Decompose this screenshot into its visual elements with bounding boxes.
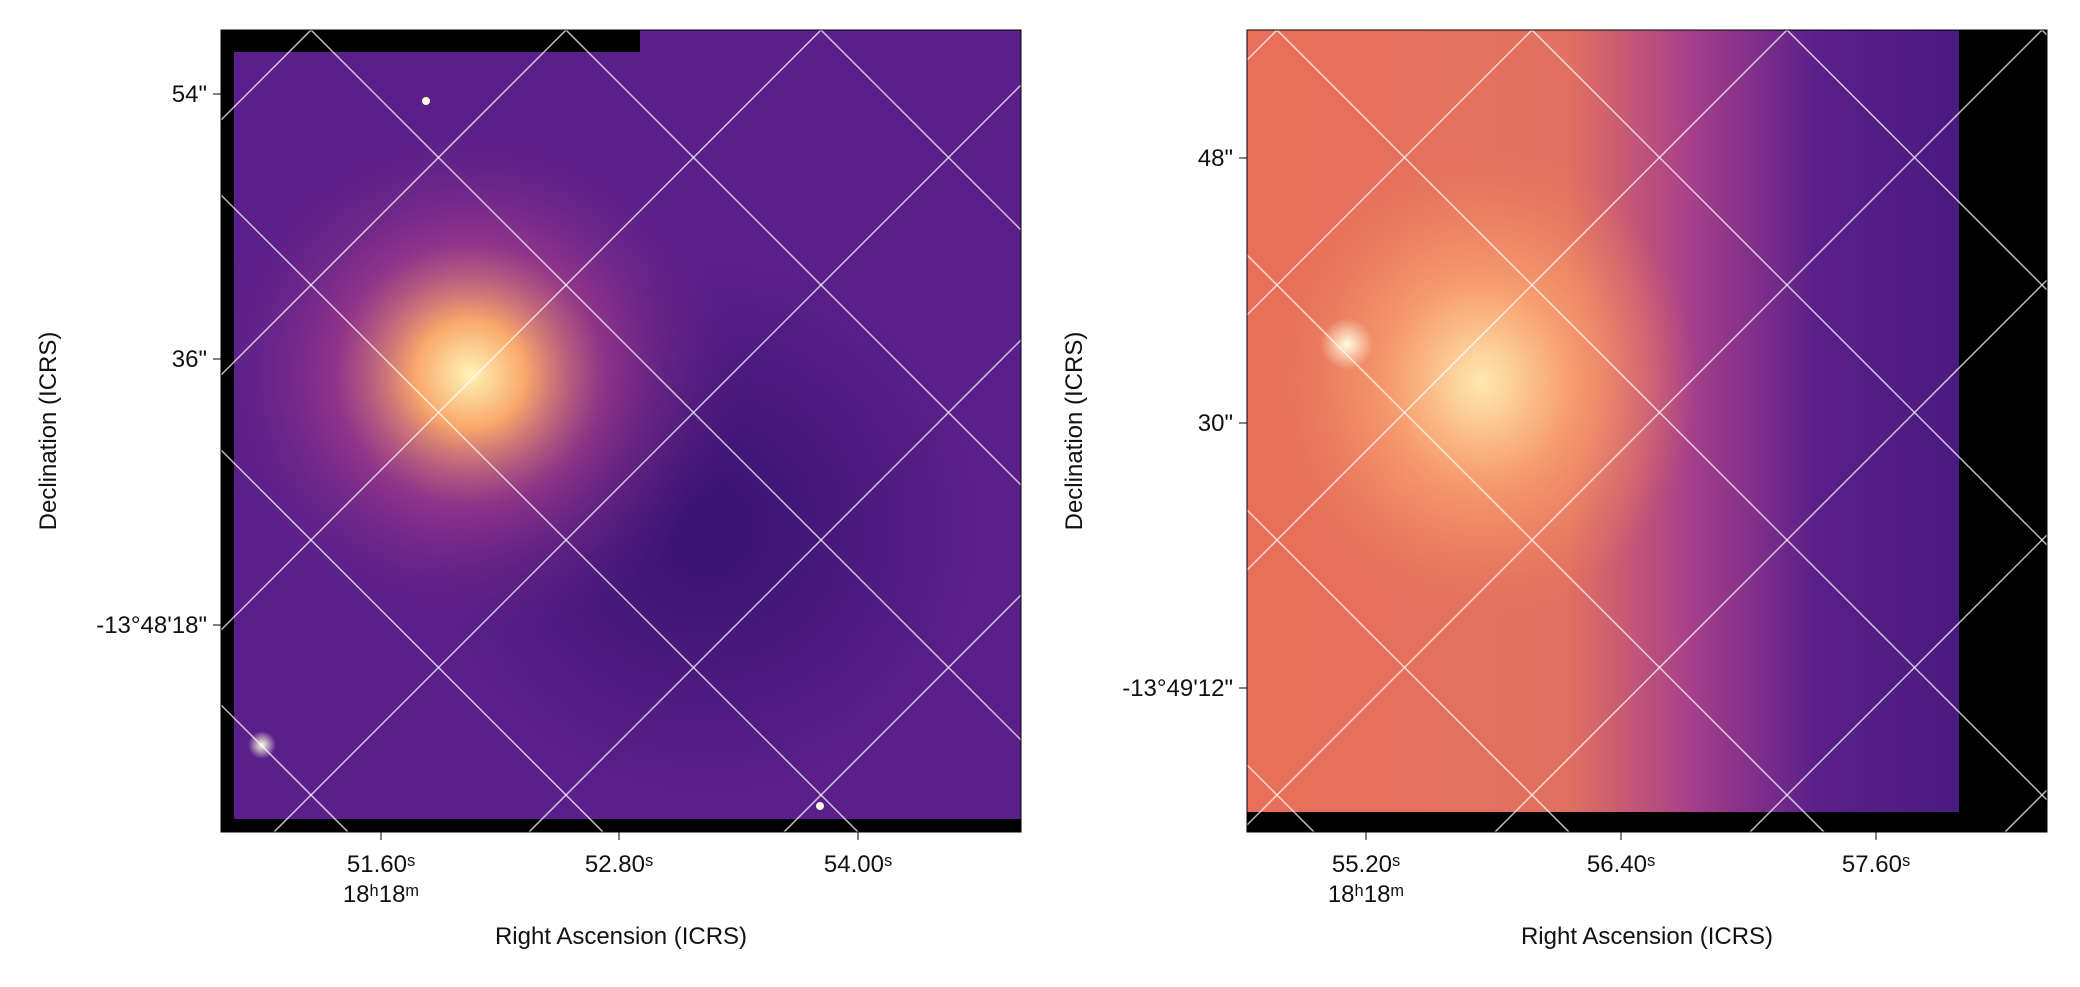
y-tick-label: 54" (172, 81, 207, 108)
y-tick-label: -13°49'12" (1122, 675, 1233, 702)
x-tick-label: 52.80ˢ (585, 851, 653, 878)
grid-line (309, 30, 1021, 742)
grid-line (527, 338, 1021, 832)
y-axis-label: Declination (ICRS) (1061, 332, 1088, 531)
coordinate-grid (0, 0, 2047, 930)
x-tick-label: 54.00ˢ (824, 851, 892, 878)
grid-line (1247, 253, 1826, 832)
y-tick-label: 36" (172, 346, 207, 373)
image-left (221, 30, 1021, 832)
grid-lines (0, 0, 1021, 930)
grid-line (1247, 30, 2044, 827)
x-tick-label: 57.60ˢ (1842, 851, 1910, 878)
y-tick-label: 30" (1198, 410, 1233, 437)
grid-line (1247, 508, 1571, 832)
x-tick-label: 55.20ˢ (1332, 851, 1400, 878)
grid-line (1275, 30, 2047, 802)
x-tick-label: 56.40ˢ (1587, 851, 1655, 878)
grid-line (272, 83, 1021, 832)
axes-frame (220, 29, 1022, 833)
axes: 51.60ˢ 52.80ˢ 54.00ˢ 18ʰ18ᵐ 54" 36" -13°48'18"… (35, 29, 2048, 950)
x-axis-label: Right Ascension (ICRS) (495, 923, 747, 950)
grid-lines (1247, 30, 2047, 832)
y-tick-label: 48" (1198, 145, 1233, 172)
y-tick-label: -13°48'18" (96, 612, 207, 639)
x-hours-label: 18ʰ18ᵐ (343, 881, 419, 908)
x-axis-label: Right Ascension (ICRS) (1521, 923, 1773, 950)
y-axis-label: Declination (ICRS) (35, 332, 62, 531)
grid-line (0, 0, 191, 930)
grid-line (1748, 533, 2047, 832)
x-tick-label: 51.60ˢ (347, 851, 415, 878)
grid-line (221, 193, 860, 832)
axes-frame (1246, 29, 2048, 833)
grid-line (0, 0, 191, 930)
x-hours-label: 18ʰ18ᵐ (1328, 881, 1404, 908)
image-right (1247, 30, 2047, 832)
grid-line (782, 593, 1021, 832)
grid-line (1493, 278, 2047, 832)
grid-line (221, 448, 605, 832)
